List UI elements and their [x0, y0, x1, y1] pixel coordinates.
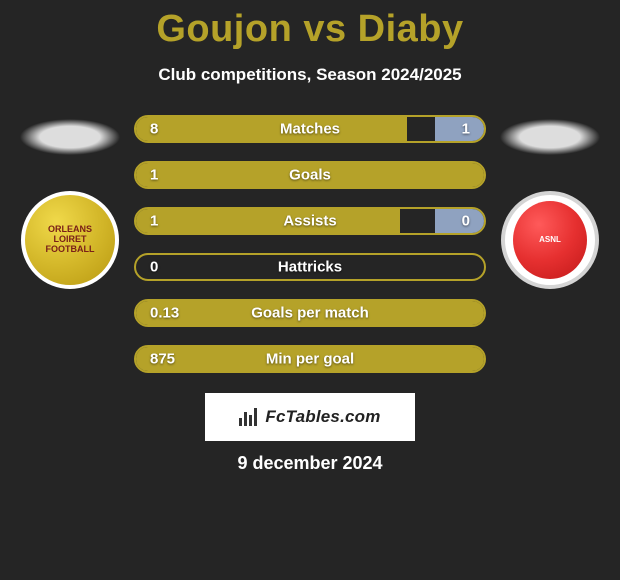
- stat-label: Assists: [283, 213, 336, 230]
- stat-label: Hattricks: [278, 259, 342, 276]
- comparison-content: ORLEANS LOIRET FOOTBALL 81Matches1Goals1…: [0, 115, 620, 373]
- footer-brand-badge: FcTables.com: [205, 393, 415, 441]
- stat-value-left: 0.13: [150, 305, 179, 322]
- stat-fill-left: [136, 117, 407, 141]
- stat-value-left: 875: [150, 351, 175, 368]
- club-badge-left: ORLEANS LOIRET FOOTBALL: [21, 191, 119, 289]
- stats-bars: 8 1 Matches 1 Goals 1 0 Assists 0 Hattricks 0.13 Go…: [130, 115, 490, 373]
- date-label: 9 december 2024: [0, 453, 620, 474]
- stat-value-left: 0: [150, 259, 158, 276]
- stat-fill-right: [435, 209, 484, 233]
- stat-row: 0.13 Goals per match: [134, 299, 486, 327]
- stat-row: 0 Hattricks: [134, 253, 486, 281]
- footer-brand-label: FcTables.com: [265, 407, 380, 427]
- stat-fill-right: [435, 117, 484, 141]
- stat-label: Goals per match: [251, 305, 369, 322]
- stat-label: Goals: [289, 167, 331, 184]
- subtitle: Club competitions, Season 2024/2025: [0, 65, 620, 85]
- club-left-label: ORLEANS LOIRET FOOTBALL: [33, 225, 107, 255]
- player-right-avatar: [500, 119, 600, 155]
- player-left-column: ORLEANS LOIRET FOOTBALL: [10, 115, 130, 289]
- stat-row: 1 0 Assists: [134, 207, 486, 235]
- player-right-column: ASNL: [490, 115, 610, 289]
- stat-row: 8 1 Matches: [134, 115, 486, 143]
- club-right-label: ASNL: [539, 236, 561, 245]
- player-left-avatar: [20, 119, 120, 155]
- club-right-inner: ASNL: [513, 201, 587, 279]
- stat-value-left: 1: [150, 167, 158, 184]
- stat-row: 875 Min per goal: [134, 345, 486, 373]
- club-badge-right: ASNL: [501, 191, 599, 289]
- stat-value-right: 1: [462, 121, 470, 138]
- stat-value-right: 0: [462, 213, 470, 230]
- page-title: Goujon vs Diaby: [0, 0, 620, 51]
- chart-icon: [239, 408, 259, 426]
- stat-row: 1 Goals: [134, 161, 486, 189]
- stat-value-left: 1: [150, 213, 158, 230]
- stat-value-left: 8: [150, 121, 158, 138]
- stat-label: Matches: [280, 121, 340, 138]
- stat-fill-left: [136, 209, 400, 233]
- stat-label: Min per goal: [266, 351, 354, 368]
